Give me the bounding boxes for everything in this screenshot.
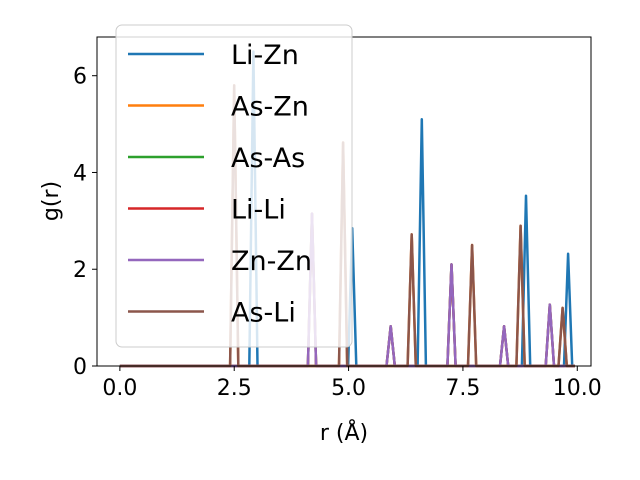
- y-axis-label: g(r): [39, 181, 64, 221]
- legend-label-li-zn: Li-Zn: [231, 40, 299, 71]
- legend: Li-Zn As-Zn As-As Li-Li Zn-Zn As-Li: [115, 24, 353, 348]
- ticks-layer: 0.0 2.5 5.0 7.5 10.0 0 2 4 6: [73, 65, 602, 401]
- y-tick-label: 0: [73, 355, 87, 380]
- legend-label-as-zn: As-Zn: [231, 92, 309, 123]
- x-tick-label: 0.0: [102, 376, 137, 401]
- legend-label-zn-zn: Zn-Zn: [231, 246, 312, 277]
- x-tick-label: 2.5: [217, 376, 252, 401]
- legend-label-as-li: As-Li: [231, 298, 296, 329]
- y-tick-label: 2: [73, 258, 87, 283]
- x-tick-label: 5.0: [331, 376, 366, 401]
- y-tick-label: 4: [73, 161, 87, 186]
- x-tick-label: 7.5: [445, 376, 480, 401]
- legend-label-as-as: As-As: [231, 143, 305, 174]
- x-axis-label: r (Å): [320, 419, 368, 446]
- x-tick-label: 10.0: [553, 376, 602, 401]
- legend-label-li-li: Li-Li: [231, 195, 286, 226]
- y-tick-label: 6: [73, 65, 87, 90]
